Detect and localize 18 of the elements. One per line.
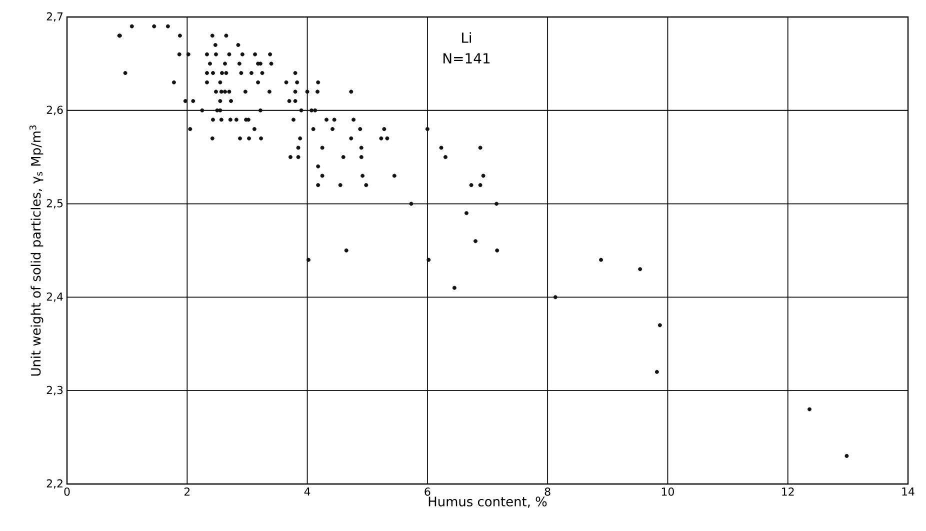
x-tick-label: 14 [902, 488, 914, 496]
y-tick-label: 2,5 [46, 199, 63, 208]
x-tick-label: 4 [304, 488, 310, 496]
x-axis-title: Humus content, % [428, 496, 547, 508]
y-axis-title: Unit weight of solid particles, γ$_{s}$ Mp/m$^{3}$ [29, 125, 44, 376]
y-tick-label: 2,6 [46, 106, 63, 116]
x-tick-label: 8 [544, 488, 550, 496]
y-tick-label: 2,2 [46, 479, 62, 489]
x-tick-label: 6 [424, 488, 430, 496]
x-tick-label: 0 [64, 488, 70, 496]
x-tick-label: 2 [184, 488, 190, 496]
x-tick-label: 10 [662, 488, 674, 496]
y-tick-label: 2,7 [46, 12, 63, 22]
y-tick-label: 2,3 [46, 386, 63, 396]
y-tick-label: 2,4 [46, 292, 63, 302]
annotation: Li [462, 32, 471, 43]
x-tick-label: 12 [782, 488, 794, 496]
annotation: N=141 [443, 53, 490, 64]
